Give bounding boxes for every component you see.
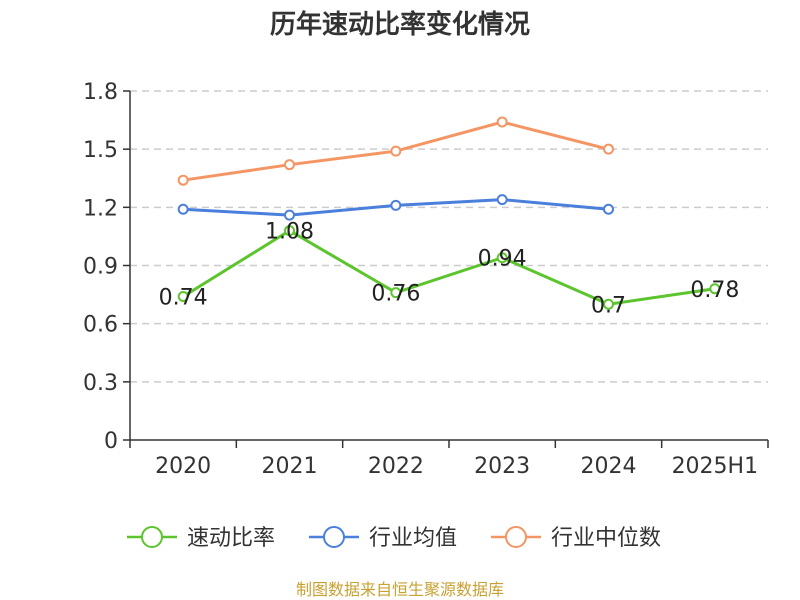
- data-point[interactable]: [177, 291, 189, 303]
- data-label: 0.78: [690, 278, 739, 303]
- y-tick-label: 0: [104, 429, 118, 454]
- data-point[interactable]: [177, 203, 189, 215]
- chart-title: 历年速动比率变化情况: [270, 9, 530, 40]
- legend-marker: [505, 526, 527, 548]
- y-tick-label: 1.5: [83, 138, 118, 163]
- legend-label: 行业均值: [369, 526, 457, 551]
- data-point[interactable]: [603, 143, 614, 155]
- legend-label: 行业中位数: [551, 526, 661, 551]
- data-point[interactable]: [284, 225, 295, 237]
- data-point[interactable]: [496, 252, 508, 264]
- legend-marker: [323, 526, 345, 548]
- data-label: 0.76: [371, 282, 420, 307]
- data-point[interactable]: [496, 116, 508, 128]
- legend-item[interactable]: 行业均值: [309, 526, 457, 551]
- legend-item[interactable]: 行业中位数: [491, 526, 661, 551]
- y-tick-label: 1.2: [83, 196, 118, 221]
- series-line: [182, 229, 716, 306]
- series: [177, 116, 721, 310]
- data-label: 0.94: [478, 247, 527, 272]
- data-label: 1.08: [265, 220, 314, 245]
- y-tick-label: 0.9: [83, 255, 118, 280]
- x-tick-label: 2022: [368, 454, 424, 479]
- data-point[interactable]: [603, 298, 614, 310]
- y-tick-label: 1.8: [83, 80, 118, 105]
- data-point[interactable]: [390, 145, 402, 157]
- data-point[interactable]: [390, 287, 402, 299]
- y-tick-label: 0.3: [83, 371, 118, 396]
- y-tick-label: 0.6: [83, 313, 118, 338]
- legend-item[interactable]: 速动比率: [127, 526, 275, 551]
- legend-marker: [141, 526, 163, 548]
- grid: [130, 90, 768, 383]
- source-note: 制图数据来自恒生聚源数据库: [296, 580, 504, 599]
- legend-label: 速动比率: [187, 526, 275, 551]
- data-point[interactable]: [177, 174, 189, 186]
- x-tick-label: 2023: [474, 454, 530, 479]
- data-point[interactable]: [284, 209, 295, 221]
- axes: 0 0.3 0.6 0.9 1.2 1.5 1.8 2020 2021 2022 2023 2024 2…: [83, 80, 769, 479]
- data-labels: 0.74 1.08 0.76 0.94 0.7 0.78: [159, 220, 740, 319]
- data-point[interactable]: [603, 203, 614, 215]
- x-tick-label: 2025H1: [672, 454, 759, 479]
- x-tick-label: 2020: [155, 454, 211, 479]
- legend[interactable]: 速动比率 行业均值 行业中位数: [127, 526, 661, 551]
- data-point[interactable]: [390, 199, 402, 211]
- data-label: 0.74: [159, 286, 208, 311]
- x-tick-label: 2024: [581, 454, 637, 479]
- data-point[interactable]: [709, 283, 721, 295]
- x-tick-label: 2021: [262, 454, 318, 479]
- data-point[interactable]: [496, 194, 508, 206]
- data-label: 0.7: [591, 293, 626, 318]
- data-point[interactable]: [284, 159, 295, 171]
